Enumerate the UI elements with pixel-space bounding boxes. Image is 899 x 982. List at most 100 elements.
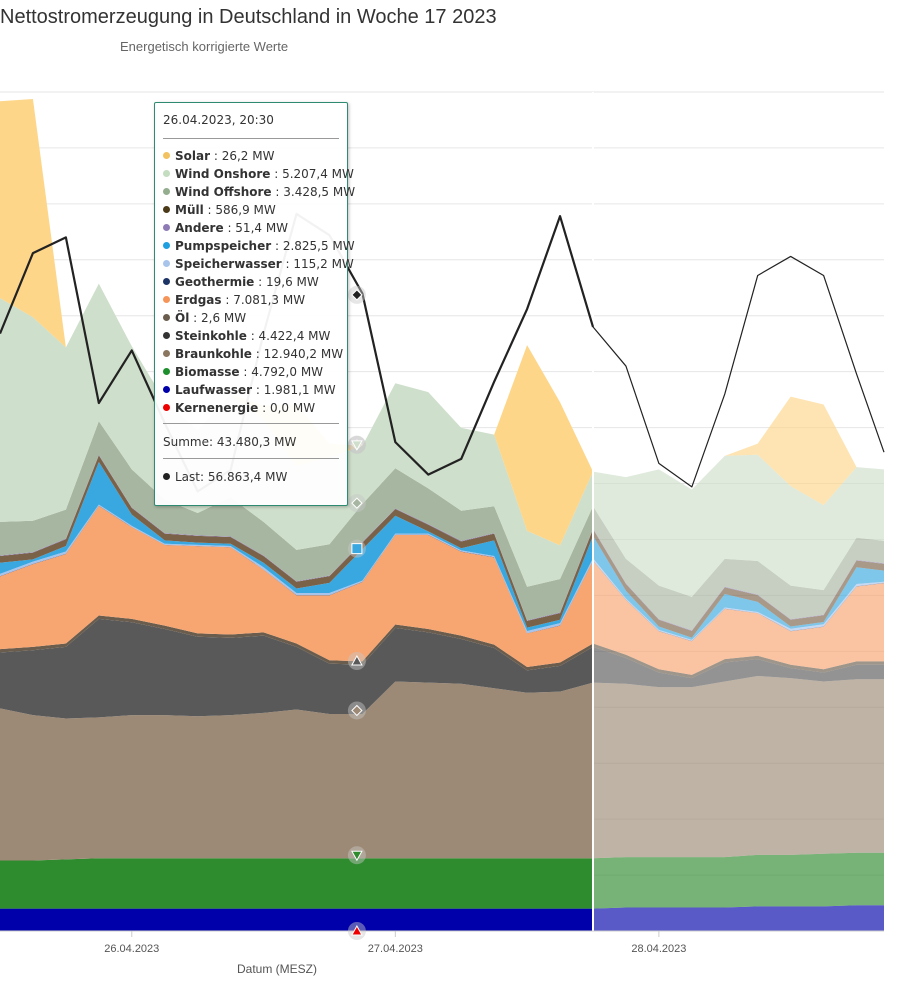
hover-marker-pumpspeicher[interactable] xyxy=(351,543,363,555)
tooltip-item-name: Geothermie xyxy=(175,275,255,289)
tooltip-item-name: Wind Onshore xyxy=(175,167,271,181)
tooltip-item: Solar : 26,2 MW xyxy=(163,147,339,165)
tooltip-item-value: : 7.081,3 MW xyxy=(221,293,306,307)
tooltip-divider xyxy=(163,423,339,424)
area-erdgas xyxy=(0,505,593,667)
area-wind-offshore xyxy=(0,421,593,621)
tooltip-items: Solar : 26,2 MW Wind Onshore : 5.207,4 MW… xyxy=(163,147,355,417)
series-dot-icon xyxy=(163,314,170,321)
hover-marker-braunkohle[interactable] xyxy=(351,704,363,717)
tooltip-item: Öl : 2,6 MW xyxy=(163,309,339,327)
tooltip-item-value: : 12.940,2 MW xyxy=(251,347,344,361)
chart-tooltip: 26.04.2023, 20:30 Solar : 26,2 MW Wind On… xyxy=(154,102,355,506)
tooltip-item-value: : 115,2 MW xyxy=(281,257,354,271)
area-wind-offshore-forecast xyxy=(592,506,884,631)
tooltip-item: Müll : 586,9 MW xyxy=(163,201,339,219)
x-axis-title: Datum (MESZ) xyxy=(237,962,317,976)
series-dot-icon xyxy=(163,278,170,285)
series-dot-icon xyxy=(163,350,170,357)
tooltip-item-name: Erdgas xyxy=(175,293,222,307)
series-dot-icon xyxy=(163,386,170,393)
tooltip-item: Steinkohle : 4.422,4 MW xyxy=(163,327,339,345)
area-solar-forecast xyxy=(592,396,884,506)
tooltip-item-value: : 0,0 MW xyxy=(258,401,316,415)
tooltip-item: Speicherwasser : 115,2 MW xyxy=(163,255,354,273)
hover-marker-last[interactable] xyxy=(351,289,363,301)
series-dot-icon xyxy=(163,296,170,303)
series-dot-icon xyxy=(163,260,170,267)
tooltip-item: Andere : 51,4 MW xyxy=(163,219,339,237)
tooltip-item-value: : 2,6 MW xyxy=(189,311,247,325)
tooltip-item-name: Solar xyxy=(175,149,211,163)
tooltip-item-value: : 4.422,4 MW xyxy=(246,329,331,343)
series-dot-icon xyxy=(163,206,170,213)
tooltip-item-name: Pumpspeicher xyxy=(175,239,272,253)
tooltip-item-value: : 51,4 MW xyxy=(223,221,289,235)
hover-marker-steinkohle[interactable] xyxy=(351,654,363,666)
hover-marker-wind-offshore[interactable] xyxy=(351,497,363,509)
tooltip-item-value: : 19,6 MW xyxy=(254,275,319,289)
tooltip-item-value: : 1.981,1 MW xyxy=(252,383,336,397)
series-dot-icon xyxy=(163,242,170,249)
tooltip-item-value: : 2.825,5 MW xyxy=(271,239,355,253)
chart-title: Nettostromerzeugung in Deutschland in Wo… xyxy=(0,6,497,28)
area-biomasse-forecast xyxy=(592,852,884,909)
tooltip-item-name: Speicherwasser xyxy=(175,257,282,271)
tooltip-item-name: Braunkohle xyxy=(175,347,252,361)
tooltip-item-value: : 4.792,0 MW xyxy=(239,365,324,379)
tooltip-item-name: Kernenergie xyxy=(175,401,259,415)
hover-marker-wind-onshore[interactable] xyxy=(351,440,363,451)
x-tick-label: 28.04.2023 xyxy=(631,943,686,955)
x-tick-label: 27.04.2023 xyxy=(368,943,423,955)
area-laufwasser-forecast xyxy=(592,905,884,931)
tooltip-item-name: Wind Offshore xyxy=(175,185,272,199)
series-dot-icon xyxy=(163,404,170,411)
tooltip-sum: Summe: 43.480,3 MW xyxy=(163,435,297,449)
tooltip-item: Laufwasser : 1.981,1 MW xyxy=(163,381,339,399)
hover-marker-kernenergie[interactable] xyxy=(351,924,363,936)
tooltip-item-name: Andere xyxy=(175,221,224,235)
tooltip-item: Braunkohle : 12.940,2 MW xyxy=(163,345,343,363)
tooltip-load-value: 56.863,4 MW xyxy=(207,470,288,484)
series-dot-icon xyxy=(163,188,170,195)
area-erdgas-forecast xyxy=(592,560,884,675)
series-dot-icon xyxy=(163,224,170,231)
tooltip-item-value: : 3.428,5 MW xyxy=(271,185,356,199)
tooltip-item-name: Biomasse xyxy=(175,365,240,379)
tooltip-divider xyxy=(163,458,339,459)
tooltip-item-value: : 5.207,4 MW xyxy=(270,167,354,181)
area-biomasse xyxy=(0,858,593,909)
tooltip-item: Wind Offshore : 3.428,5 MW xyxy=(163,183,355,201)
area-pumpspeicher xyxy=(0,462,593,631)
tooltip-item-value: : 26,2 MW xyxy=(210,149,275,163)
tooltip-load-label: Last xyxy=(175,470,200,484)
tooltip-item: Wind Onshore : 5.207,4 MW xyxy=(163,165,354,183)
tooltip-item-name: Laufwasser xyxy=(175,383,253,397)
area-m-ll xyxy=(0,455,593,628)
tooltip-sum-label: Summe xyxy=(163,435,209,449)
tooltip-item-value: : 586,9 MW xyxy=(203,203,276,217)
tooltip-time: 26.04.2023, 20:30 xyxy=(163,113,274,127)
tooltip-item: Kernenergie : 0,0 MW xyxy=(163,399,339,417)
hover-marker-biomasse[interactable] xyxy=(351,850,363,862)
x-tick-label: 26.04.2023 xyxy=(104,943,159,955)
area-braunkohle-forecast xyxy=(592,675,884,859)
tooltip-item: Erdgas : 7.081,3 MW xyxy=(163,291,339,309)
tooltip-divider xyxy=(163,138,339,139)
area-braunkohle xyxy=(0,681,593,861)
series-dot-icon xyxy=(163,170,170,177)
tooltip-item: Biomasse : 4.792,0 MW xyxy=(163,363,339,381)
area-andere xyxy=(0,454,593,621)
area-steinkohle xyxy=(0,618,593,719)
area-laufwasser xyxy=(0,908,593,931)
load-line-forecast xyxy=(592,255,885,488)
area--l-forecast xyxy=(592,643,884,679)
tooltip-item: Geothermie : 19,6 MW xyxy=(163,273,339,291)
tooltip-load: Last: 56.863,4 MW xyxy=(163,467,339,487)
area-steinkohle-forecast xyxy=(592,646,884,688)
load-marker-icon xyxy=(163,473,170,480)
area-wind-onshore xyxy=(0,283,593,587)
tooltip-item-name: Müll xyxy=(175,203,204,217)
series-dot-icon xyxy=(163,152,170,159)
